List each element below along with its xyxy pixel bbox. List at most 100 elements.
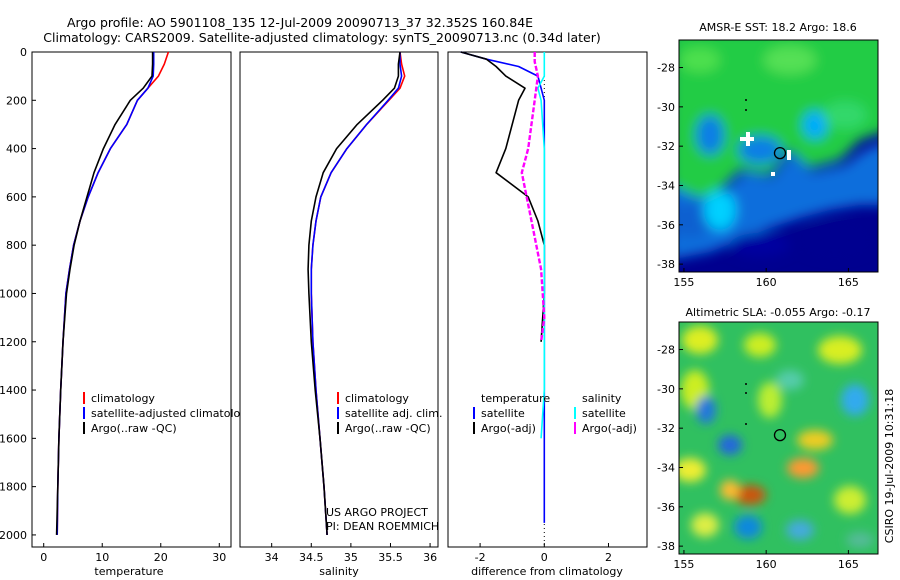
lat-tick-label: -34: [657, 179, 675, 192]
x-tick-label: 35.5: [378, 551, 403, 564]
legend-header-temperature: temperature: [481, 392, 550, 405]
legend-header-salinity: salinity: [582, 392, 622, 405]
sla-track-dot: [745, 423, 747, 425]
difference-axis-label: difference from climatology: [471, 565, 623, 578]
argo-location-marker: [773, 146, 787, 160]
legend-label-climatology: climatology: [91, 392, 155, 405]
sla-map-frame: [678, 321, 879, 555]
lat-tick-label: -32: [657, 140, 675, 153]
difference-axis: -2 0 2: [475, 543, 612, 564]
x-tick-label: 34: [265, 551, 279, 564]
legend-label-sal-argo: Argo(-adj): [582, 422, 637, 435]
sla-track-dot: [745, 383, 747, 385]
sla-heatmap-field: [679, 322, 878, 554]
sst-map-frame: [678, 39, 879, 273]
pi-label: PI: DEAN ROEMMICH: [326, 520, 439, 533]
sst-heatmap-field: [679, 40, 878, 272]
lon-tick-label: 165: [838, 558, 859, 571]
sst-cloud-mask: [740, 132, 791, 176]
lat-tick-label: -36: [657, 501, 675, 514]
series-line-argo-adj-: [520, 52, 546, 342]
series-line-argo-raw-qc-: [307, 51, 401, 535]
legend-label-sal-satellite: satellite: [582, 407, 626, 420]
y-tick-label: 200: [6, 94, 27, 107]
y-tick-label: 1600: [0, 432, 27, 445]
legend-label-climatology: climatology: [345, 392, 409, 405]
temperature-series-group: [55, 51, 170, 535]
difference-legend: temperature satellite Argo(-adj) salinit…: [473, 392, 637, 435]
lon-tick-label: 160: [756, 276, 777, 289]
legend-label-satellite: satellite adj. clim.: [345, 407, 442, 420]
temperature-panel: 0 200 400 600 800 1000 1200 1400 1600 1800 2000 0 1…: [0, 46, 254, 578]
y-tick-label: 800: [6, 239, 27, 252]
legend-label-temp-argo: Argo(-adj): [481, 422, 536, 435]
lon-tick-label: 160: [756, 558, 777, 571]
difference-series-group: [460, 51, 546, 523]
sla-track-dot: [745, 392, 747, 394]
sst-map-title: AMSR-E SST: 18.2 Argo: 18.6: [699, 21, 857, 34]
lat-tick-label: -30: [657, 383, 675, 396]
lat-tick-label: -30: [657, 101, 675, 114]
salinity-series-group: [307, 51, 406, 535]
lat-tick-label: -38: [657, 258, 675, 271]
lat-tick-label: -36: [657, 219, 675, 232]
lat-tick-label: -28: [657, 344, 675, 357]
y-tick-label: 2000: [0, 529, 27, 542]
temperature-axis: 0 10 20 30: [40, 543, 226, 564]
legend-label-argo: Argo(..raw -QC): [91, 422, 177, 435]
y-tick-label: 1800: [0, 481, 27, 494]
x-tick-label: 2: [605, 551, 612, 564]
argo-location-marker: [773, 428, 787, 442]
y-tick-label: 1400: [0, 384, 27, 397]
y-tick-label: 0: [20, 46, 27, 59]
salinity-plot-frame: [239, 51, 439, 548]
x-tick-label: 0: [40, 551, 47, 564]
difference-plot-frame: [447, 51, 648, 548]
x-tick-label: 34.5: [299, 551, 324, 564]
y-tick-label: 1200: [0, 336, 27, 349]
lon-tick-label: 165: [838, 276, 859, 289]
series-line-argo-raw-qc-: [55, 52, 154, 535]
difference-panel: -2 0 2 difference from climatology tempera…: [447, 51, 648, 578]
lat-tick-label: -34: [657, 461, 675, 474]
sla-map-axes: 155 160 165 -28 -30 -32 -34 -36 -38: [657, 344, 859, 571]
temperature-legend: climatology satellite-adjusted climatolo…: [83, 392, 254, 435]
lon-tick-label: 155: [673, 558, 694, 571]
sst-track-dot: [745, 109, 747, 111]
temperature-axis-label: temperature: [94, 565, 163, 578]
legend-label-argo: Argo(..raw -QC): [345, 422, 431, 435]
salinity-legend: climatology satellite adj. clim. Argo(..…: [337, 392, 442, 435]
salinity-axis: 34 34.5 35 35.5 36: [265, 543, 437, 564]
figure-title-line1: Argo profile: AO 5901108_135 12-Jul-2009…: [67, 15, 533, 30]
x-tick-label: 20: [154, 551, 168, 564]
lat-tick-label: -32: [657, 422, 675, 435]
salinity-panel: 34 34.5 35 35.5 36 salinity climatology sate…: [239, 51, 442, 578]
lon-tick-label: 155: [673, 276, 694, 289]
legend-label-satellite: satellite-adjusted climatology: [91, 407, 254, 420]
x-tick-label: 10: [95, 551, 109, 564]
sst-map-axes: 155 160 165 -28 -30 -32 -34 -36 -38: [657, 62, 859, 289]
sla-map: Altimetric SLA: -0.055 Argo: -0.17: [657, 306, 879, 571]
y-tick-label: 400: [6, 143, 27, 156]
legend-label-temp-satellite: satellite: [481, 407, 525, 420]
sst-track-dot: [745, 99, 747, 101]
x-tick-label: 36: [423, 551, 437, 564]
sst-map: AMSR-E SST: 18.2 Argo: 18.6: [657, 21, 879, 289]
temperature-plot-frame: [31, 51, 232, 548]
lat-tick-label: -28: [657, 62, 675, 75]
project-label: US ARGO PROJECT: [326, 506, 428, 519]
lat-tick-label: -38: [657, 540, 675, 553]
y-tick-label: 600: [6, 191, 27, 204]
figure-title-line2: Climatology: CARS2009. Satellite-adjuste…: [43, 30, 600, 45]
timestamp-side-label: CSIRO 19-Jul-2009 10:31:18: [883, 389, 896, 543]
x-tick-label: -2: [475, 551, 486, 564]
y-tick-label: 1000: [0, 287, 27, 300]
salinity-axis-label: salinity: [319, 565, 359, 578]
sla-map-title: Altimetric SLA: -0.055 Argo: -0.17: [686, 306, 871, 319]
x-tick-label: 35: [344, 551, 358, 564]
x-tick-label: 0: [541, 551, 548, 564]
series-line-satellite: [537, 52, 546, 439]
depth-axis: 0 200 400 600 800 1000 1200 1400 1600 1800 2000: [0, 46, 36, 542]
x-tick-label: 30: [212, 551, 226, 564]
